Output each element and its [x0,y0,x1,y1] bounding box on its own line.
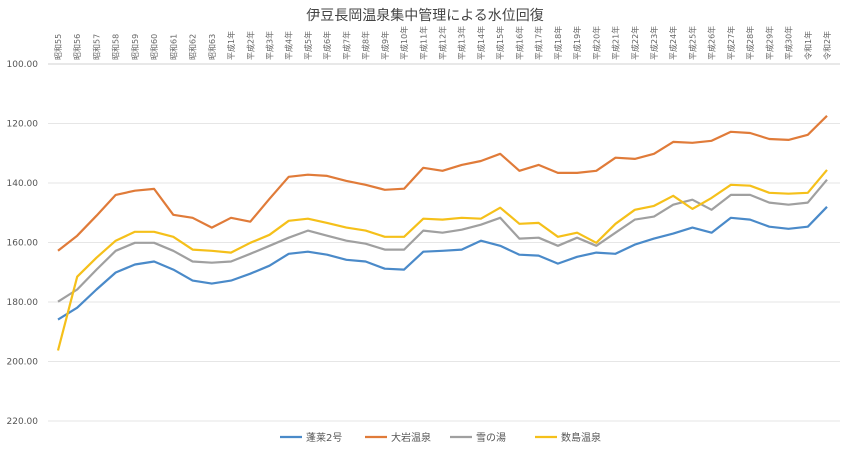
legend-item: 雪の湯 [450,431,506,444]
x-tick-label: 昭和58 [112,34,121,60]
x-tick-label: 平成14年 [476,26,486,60]
y-tick-label: 140.00 [7,179,39,189]
x-tick-label: 平成17年 [534,26,544,60]
x-tick-label: 平成3年 [264,31,274,60]
x-tick-label: 平成21年 [611,26,621,60]
x-tick-label: 平成13年 [457,26,467,60]
x-tick-label: 平成20年 [591,26,601,60]
x-tick-label: 平成29年 [764,26,774,60]
x-tick-label: 平成22年 [630,26,640,60]
x-tick-label: 平成4年 [284,31,294,60]
x-tick-label: 平成1年 [226,31,236,60]
x-tick-label: 昭和61 [169,34,178,60]
legend-item: 大岩温泉 [365,431,431,444]
x-tick-label: 平成24年 [668,26,678,60]
x-tick-label: 平成7年 [341,31,351,60]
x-tick-label: 平成8年 [361,31,371,60]
x-tick-label: 平成11年 [418,26,428,60]
y-tick-label: 120.00 [7,120,39,130]
series-line-0 [57,206,828,321]
x-tick-label: 平成19年 [572,26,582,60]
x-tick-label: 令和2年 [822,31,832,60]
x-tick-label: 平成27年 [726,26,736,60]
x-tick-label: 平成16年 [514,26,524,60]
x-tick-label: 平成30年 [784,26,794,60]
x-tick-label: 平成12年 [438,26,448,60]
x-tick-label: 平成10年 [399,26,409,60]
x-tick-label: 昭和55 [54,34,63,60]
x-tick-label: 平成5年 [303,31,313,60]
x-tick-label: 平成6年 [322,31,332,60]
chart-title: 伊豆長岡温泉集中管理による水位回復 [306,7,544,24]
x-tick-label: 平成18年 [553,26,563,60]
y-tick-label: 220.00 [7,417,39,427]
series-line-2 [57,178,828,303]
x-tick-label: 昭和62 [189,34,198,60]
y-tick-label: 100.00 [7,60,39,70]
x-tick-label: 平成15年 [495,26,505,60]
series-line-3 [56,169,828,351]
x-tick-label: 平成2年 [245,31,255,60]
x-tick-label: 昭和59 [131,34,140,60]
x-tick-label: 昭和60 [150,34,159,60]
x-tick-label: 平成9年 [380,31,390,60]
y-tick-label: 200.00 [7,358,39,368]
x-tick-label: 令和1年 [803,31,813,60]
legend-label: 雪の湯 [476,431,506,444]
legend-item: 数島温泉 [535,431,601,444]
legend-label: 大岩温泉 [391,431,431,444]
legend-label: 数島温泉 [561,431,601,444]
x-tick-label: 昭和57 [92,34,101,60]
y-tick-label: 160.00 [7,239,39,249]
x-tick-label: 平成23年 [649,26,659,60]
x-tick-label: 平成25年 [687,26,697,60]
x-tick-label: 平成26年 [707,26,717,60]
legend-item: 蓬莱2号 [280,432,342,444]
x-tick-label: 昭和56 [73,34,82,60]
series-line-1 [57,115,828,252]
y-tick-label: 180.00 [7,298,39,308]
legend-label: 蓬莱2号 [306,432,342,444]
x-tick-label: 平成28年 [745,26,755,60]
x-tick-label: 昭和63 [208,34,217,60]
